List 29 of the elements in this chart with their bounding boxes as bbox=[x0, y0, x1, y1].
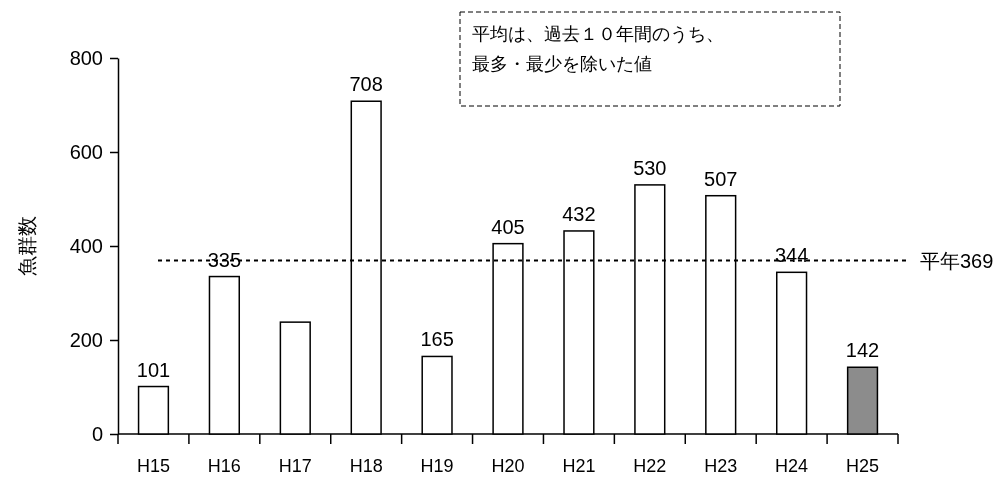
data-label: 101 bbox=[136, 358, 171, 381]
x-tick-label: H20 bbox=[491, 456, 525, 476]
x-tick-label: H18 bbox=[349, 456, 383, 476]
x-tick-label: H19 bbox=[420, 456, 454, 476]
x-tick-label: H16 bbox=[207, 456, 241, 476]
x-tick-label: H24 bbox=[775, 456, 809, 476]
data-label: 432 bbox=[562, 202, 596, 225]
y-tick-label: 200 bbox=[69, 328, 103, 351]
data-label: 165 bbox=[420, 328, 454, 351]
data-label: 507 bbox=[704, 167, 738, 190]
x-tick-label: H17 bbox=[278, 456, 312, 476]
data-label: 530 bbox=[633, 156, 667, 179]
data-label: 405 bbox=[491, 215, 525, 238]
y-tick-label: 600 bbox=[69, 140, 103, 163]
data-label: 142 bbox=[845, 339, 880, 362]
y-axis-title: 魚群数 bbox=[16, 216, 38, 276]
annotation: 平均は、過去１０年間のうち、最多・最少を除いた値 bbox=[472, 24, 724, 74]
ref-line-label: 平年369 bbox=[920, 249, 994, 272]
x-tick-label: H21 bbox=[562, 456, 596, 476]
data-label: 335 bbox=[207, 248, 242, 271]
data-label: 344 bbox=[774, 244, 809, 267]
y-tick-label: 400 bbox=[69, 234, 103, 257]
y-tick-label: 800 bbox=[69, 46, 103, 69]
data-label: 708 bbox=[349, 73, 383, 96]
x-tick-label: H25 bbox=[846, 456, 880, 476]
y-tick-label: 0 bbox=[91, 422, 103, 445]
x-tick-label: H22 bbox=[633, 456, 667, 476]
x-tick-label: H15 bbox=[136, 456, 170, 476]
x-tick-label: H23 bbox=[704, 456, 738, 476]
